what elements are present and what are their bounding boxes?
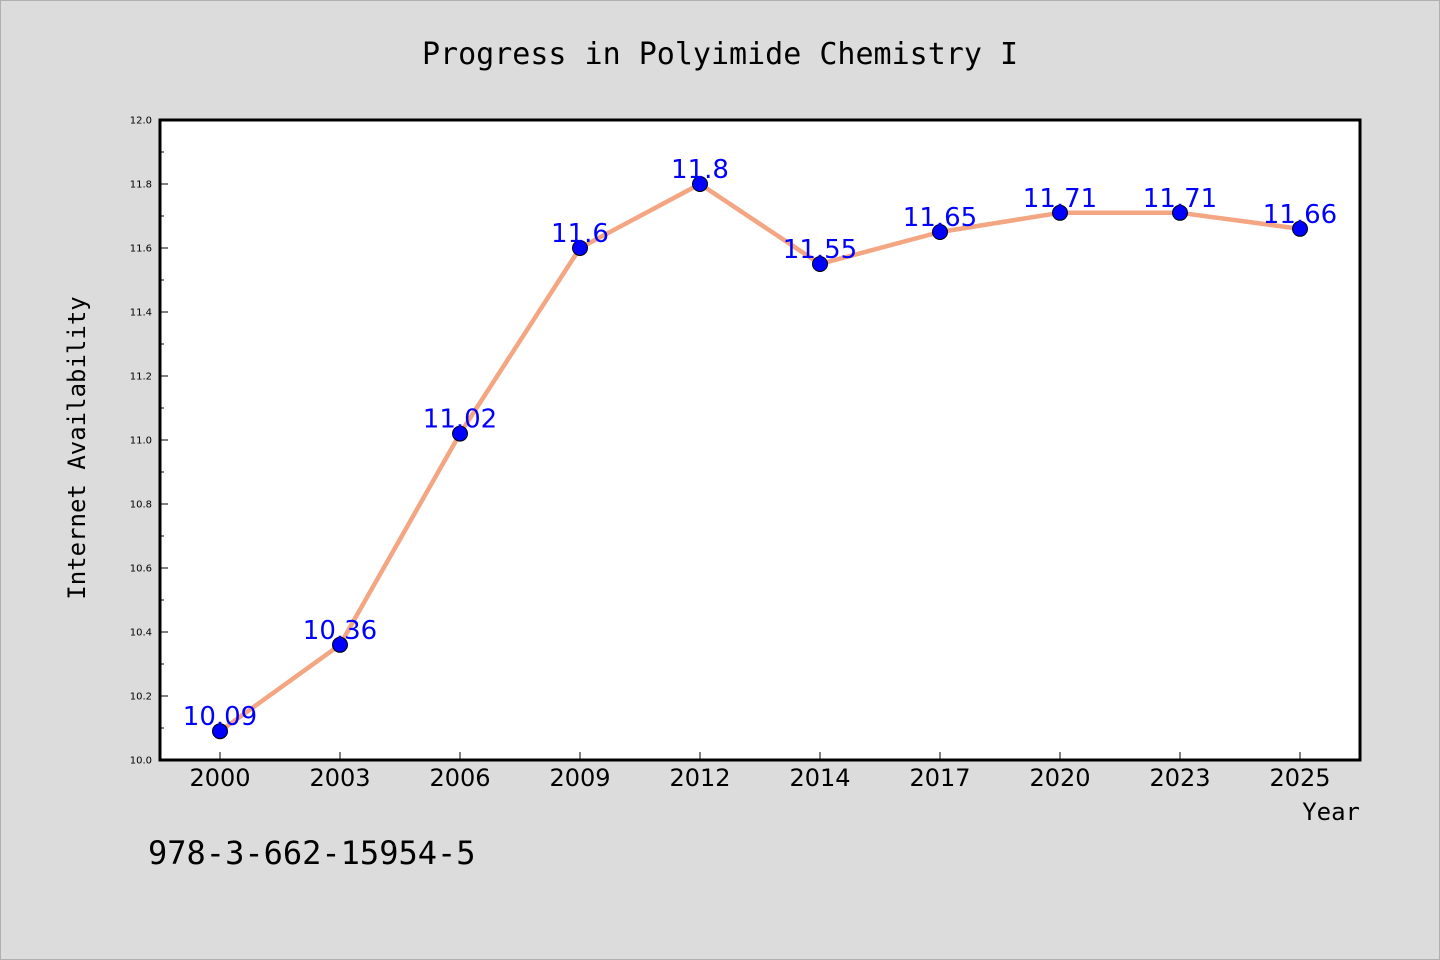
data-point <box>692 176 708 192</box>
data-label: 11.71 <box>1143 184 1217 214</box>
data-label: 11.66 <box>1263 200 1337 230</box>
x-axis-label: Year <box>1302 798 1360 826</box>
data-label: 11.8 <box>671 155 729 185</box>
data-point <box>212 723 228 740</box>
y-axis-label: Internet Availability <box>63 296 91 599</box>
series-markers <box>212 176 1308 740</box>
x-tick-label: 2000 <box>189 764 250 792</box>
plot-frame <box>158 118 1362 762</box>
y-tick-label: 12.0 <box>130 116 152 127</box>
series-line <box>217 181 1303 734</box>
y-tick-label: 10.8 <box>130 500 152 511</box>
series-line-group <box>217 181 1303 734</box>
data-point <box>1292 220 1308 237</box>
x-tick-label: 2025 <box>1269 764 1330 792</box>
y-tick-label: 11.2 <box>130 372 152 383</box>
x-tick-label: 2003 <box>309 764 370 792</box>
x-tick-label: 2009 <box>549 764 610 792</box>
data-label: 11.6 <box>551 219 609 249</box>
data-point <box>1172 204 1188 221</box>
x-axis: 2000 2003 2006 2009 2012 2014 2017 2020 2023 2025 <box>189 752 1331 792</box>
y-tick-label: 11.4 <box>130 308 152 319</box>
data-label: 11.65 <box>903 203 977 233</box>
y-tick-label: 11.0 <box>130 436 152 447</box>
data-label: 11.71 <box>1023 184 1097 214</box>
x-tick-label: 2006 <box>429 764 490 792</box>
y-tick-label: 10.6 <box>130 564 152 575</box>
data-point <box>452 425 468 442</box>
chart-title: Progress in Polyimide Chemistry I <box>422 37 1018 72</box>
y-tick-label: 11.8 <box>130 180 152 191</box>
x-tick-label: 2023 <box>1149 764 1210 792</box>
data-point <box>572 240 588 256</box>
y-tick-label: 11.6 <box>130 244 152 255</box>
data-labels: 10.09 10.36 11.02 11.6 11.8 11.55 11.65 11.71 11… <box>183 155 1337 732</box>
x-tick-label: 2014 <box>789 764 850 792</box>
data-point <box>1052 204 1068 221</box>
y-tick-label: 10.0 <box>130 756 152 767</box>
y-tick-label: 10.2 <box>130 692 152 703</box>
data-point <box>332 636 348 653</box>
data-label: 11.55 <box>783 235 857 265</box>
data-point <box>812 256 828 272</box>
data-label: 11.02 <box>423 405 497 435</box>
data-point <box>932 224 948 240</box>
data-label: 10.36 <box>303 616 377 646</box>
x-tick-label: 2017 <box>909 764 970 792</box>
data-label: 10.09 <box>183 702 257 732</box>
x-tick-label: 2012 <box>669 764 730 792</box>
isbn-text: 978-3-662-15954-5 <box>148 834 476 872</box>
y-tick-label: 10.4 <box>130 628 152 639</box>
x-tick-label: 2020 <box>1029 764 1090 792</box>
